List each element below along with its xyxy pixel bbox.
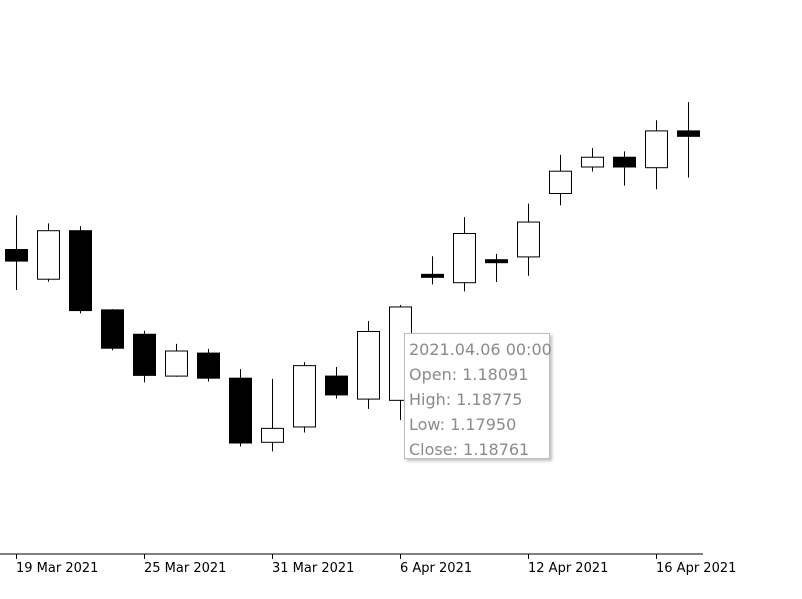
- candle: [453, 217, 476, 292]
- tooltip-high: High: 1.18775: [409, 390, 523, 409]
- tooltip-open: Open: 1.18091: [409, 365, 529, 384]
- candle-body-bullish: [261, 427, 284, 443]
- candle: [197, 348, 220, 382]
- candle-body-bearish: [677, 130, 700, 137]
- x-tick-label: 31 Mar 2021: [272, 561, 354, 576]
- x-tick-label: 6 Apr 2021: [400, 561, 472, 576]
- candle: [677, 102, 700, 178]
- candle-body-bearish: [69, 230, 92, 312]
- candle-body-bearish: [5, 249, 28, 262]
- tooltip-datetime: 2021.04.06 00:00: [409, 340, 552, 359]
- candle: [229, 369, 252, 447]
- candle: [133, 330, 156, 383]
- candle: [5, 215, 28, 290]
- candle-body-bullish: [293, 365, 316, 428]
- candle-body-bearish: [229, 377, 252, 444]
- candle-body-bearish: [133, 333, 156, 376]
- candle: [517, 203, 540, 276]
- x-tick-label: 19 Mar 2021: [16, 561, 98, 576]
- candle-body-bullish: [37, 230, 60, 280]
- candle: [549, 154, 572, 206]
- candle-body-bearish: [101, 309, 124, 349]
- candle: [421, 256, 444, 285]
- candle-body-bearish: [421, 273, 444, 278]
- candle: [101, 309, 124, 351]
- candle: [261, 378, 284, 452]
- candle-body-bullish: [357, 330, 380, 400]
- candle: [357, 321, 380, 409]
- candle-body-bearish: [613, 156, 636, 168]
- candle-body-bullish: [165, 350, 188, 377]
- tooltip-close: Close: 1.18761: [409, 440, 530, 459]
- candle: [613, 151, 636, 186]
- candle: [645, 120, 668, 190]
- candle-body-bearish: [197, 352, 220, 379]
- candle-body-bullish: [517, 221, 540, 258]
- tooltip-low: Low: 1.17950: [409, 415, 517, 434]
- ohlc-tooltip: 2021.04.06 00:00 Open: 1.18091 High: 1.1…: [404, 333, 552, 459]
- candle: [69, 226, 92, 314]
- candles-group: [5, 102, 700, 452]
- candle: [325, 367, 348, 399]
- candle-body-bearish: [325, 375, 348, 396]
- candle-body-bearish: [485, 259, 508, 264]
- x-tick-label: 16 Apr 2021: [656, 561, 736, 576]
- candle: [165, 343, 188, 377]
- candle: [485, 253, 508, 282]
- candle-body-bullish: [549, 170, 572, 194]
- candle: [37, 223, 60, 282]
- candle-body-bullish: [645, 130, 668, 169]
- x-axis-ticks: 19 Mar 2021 25 Mar 2021 31 Mar 2021 6 Apr 2…: [16, 554, 736, 576]
- candle: [581, 148, 604, 172]
- candle: [293, 362, 316, 433]
- candle-body-bullish: [581, 156, 604, 168]
- candle-body-bullish: [453, 232, 476, 284]
- x-tick-label: 12 Apr 2021: [528, 561, 608, 576]
- x-tick-label: 25 Mar 2021: [144, 561, 226, 576]
